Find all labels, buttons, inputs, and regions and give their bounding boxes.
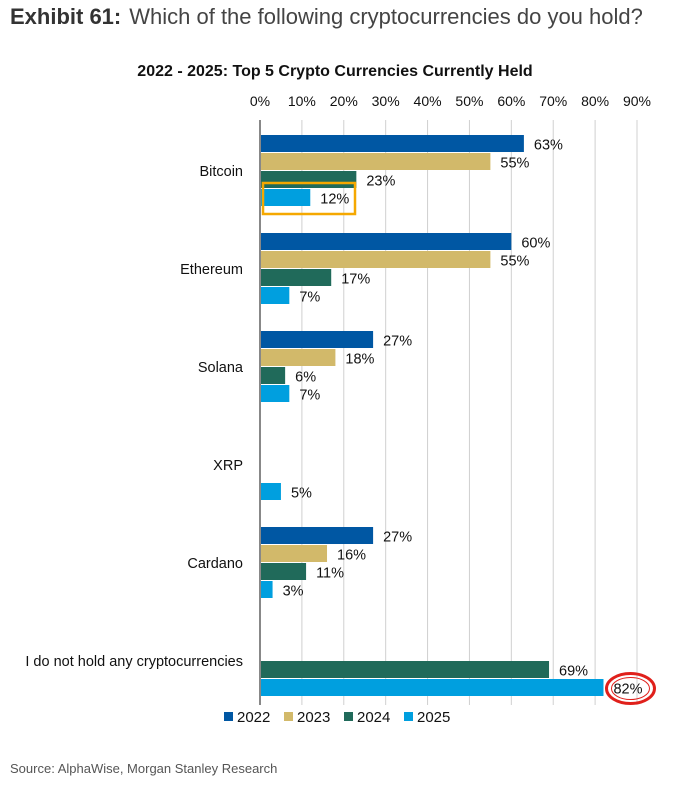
- legend-swatch-2022: [224, 712, 233, 721]
- data-label: 63%: [534, 138, 563, 154]
- bar-2022: [260, 527, 374, 544]
- highlight-circle-inner: [610, 677, 650, 700]
- data-label: 16%: [337, 548, 366, 564]
- source-note: Source: AlphaWise, Morgan Stanley Resear…: [10, 761, 278, 776]
- exhibit-label: Exhibit 61:: [10, 4, 122, 29]
- bar-2025: [260, 189, 311, 206]
- category-label: Solana: [198, 360, 244, 376]
- bar-2025: [260, 581, 273, 598]
- data-label: 27%: [383, 530, 412, 546]
- legend-swatch-2023: [284, 712, 293, 721]
- x-tick-label: 90%: [623, 93, 651, 109]
- bar-chart: 2022 - 2025: Top 5 Crypto Currencies Cur…: [25, 63, 656, 726]
- data-label: 3%: [283, 584, 304, 600]
- bar-2022: [260, 233, 512, 250]
- data-label: 27%: [383, 334, 412, 350]
- legend-label: 2022: [237, 709, 270, 726]
- data-label: 12%: [320, 192, 349, 208]
- data-label: 55%: [500, 156, 529, 172]
- data-label: 11%: [316, 566, 344, 582]
- x-tick-label: 50%: [455, 93, 483, 109]
- bar-2025: [260, 385, 290, 402]
- data-label: 17%: [341, 272, 370, 288]
- bar-2024: [260, 563, 307, 580]
- exhibit-heading: Exhibit 61: Which of the following crypto…: [10, 4, 643, 30]
- legend-swatch-2025: [404, 712, 413, 721]
- bar-2024: [260, 269, 332, 286]
- legend-label: 2024: [357, 709, 390, 726]
- bar-2025: [260, 287, 290, 304]
- category-label: Bitcoin: [199, 164, 243, 180]
- x-tick-label: 30%: [372, 93, 400, 109]
- x-tick-label: 10%: [288, 93, 316, 109]
- bar-2024: [260, 661, 550, 678]
- data-label: 60%: [521, 236, 550, 252]
- category-label: I do not hold any cryptocurrencies: [25, 654, 243, 670]
- highlight-box: [261, 181, 357, 216]
- data-label: 55%: [500, 254, 529, 270]
- exhibit-question: Which of the following cryptocurrencies …: [129, 4, 643, 29]
- data-label: 23%: [366, 174, 395, 190]
- bar-2023: [260, 251, 491, 268]
- legend-swatch-2024: [344, 712, 353, 721]
- x-tick-label: 70%: [539, 93, 567, 109]
- data-label: 18%: [345, 352, 374, 368]
- bar-2023: [260, 349, 336, 366]
- data-label: 5%: [291, 486, 312, 502]
- bar-2024: [260, 171, 357, 188]
- highlight-circle: [604, 672, 656, 705]
- category-label: XRP: [213, 458, 243, 474]
- bar-2023: [260, 545, 328, 562]
- bar-2024: [260, 367, 286, 384]
- data-label: 69%: [559, 664, 588, 680]
- bar-2022: [260, 331, 374, 348]
- bar-2025: [260, 679, 604, 696]
- x-tick-label: 0%: [250, 93, 270, 109]
- chart-title: 2022 - 2025: Top 5 Crypto Currencies Cur…: [137, 63, 532, 80]
- legend-label: 2025: [417, 709, 450, 726]
- data-label: 6%: [295, 370, 316, 386]
- x-tick-label: 40%: [414, 93, 442, 109]
- data-label: 82%: [613, 682, 642, 698]
- data-label: 7%: [299, 388, 320, 404]
- category-label: Cardano: [187, 556, 243, 572]
- x-tick-label: 80%: [581, 93, 609, 109]
- data-label: 7%: [299, 290, 320, 306]
- bar-2022: [260, 135, 524, 152]
- x-tick-label: 60%: [497, 93, 525, 109]
- x-tick-label: 20%: [330, 93, 358, 109]
- bar-2023: [260, 153, 491, 170]
- legend-label: 2023: [297, 709, 330, 726]
- bar-2025: [260, 483, 281, 500]
- category-label: Ethereum: [180, 262, 243, 278]
